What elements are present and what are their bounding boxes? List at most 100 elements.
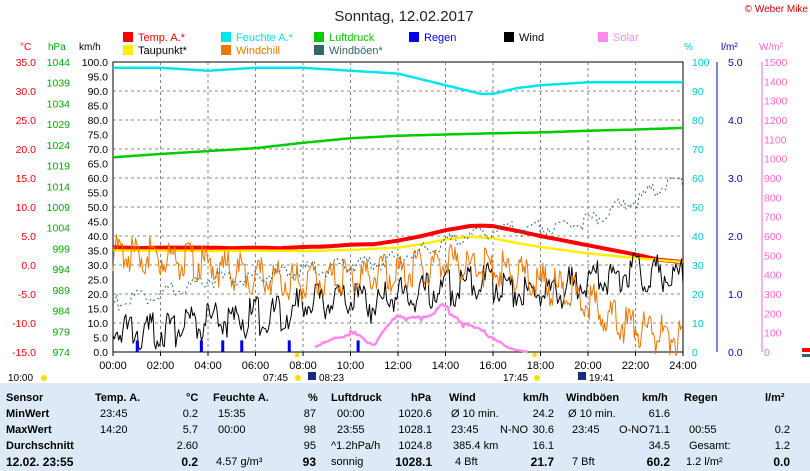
max-gust-val: 71.1 — [648, 424, 670, 436]
legend: Temp. A.* Feuchte A.* Luftdruck Regen Wind So… — [123, 32, 639, 57]
pct-axis-tick-6: 40 — [692, 231, 704, 243]
series-line-2 — [113, 66, 683, 96]
kmh-axis-tick-18: 10.0 — [88, 318, 109, 330]
unit-pct: % — [684, 42, 693, 53]
kmh-axis-tick-5: 75.0 — [88, 130, 109, 142]
unit-wm2: W/m² — [759, 42, 784, 53]
hpa-axis-tick-6: 1014 — [47, 181, 71, 193]
avg-gust-val: 34.5 — [648, 440, 670, 452]
pct-axis-tick-2: 80 — [692, 115, 704, 127]
cur-wind-bft: 4 Bft — [455, 456, 478, 468]
legend-swatch-3 — [409, 32, 419, 42]
pct-axis-tick-9: 10 — [692, 318, 704, 330]
unit-hpa: hPa — [48, 42, 66, 53]
max-hum-time: 00:00 — [218, 424, 246, 436]
moonset-time: 19:41 — [589, 373, 614, 383]
hdr-rain: Regen — [684, 392, 718, 404]
avg-press-val: 1024.8 — [398, 440, 432, 452]
cur-rain-total: 1.2 l/m² — [686, 456, 723, 468]
kmh-axis-tick-12: 40.0 — [88, 231, 109, 243]
hdr-temp-unit: °C — [186, 392, 199, 404]
x-tick-7: 14:00 — [432, 360, 460, 372]
max-wind-val: 30.6 — [532, 424, 554, 436]
min-press-time: 00:00 — [337, 408, 365, 420]
pct-axis-tick-0: 100 — [692, 57, 710, 69]
max-rain-val: 0.2 — [774, 424, 790, 436]
copyright: © Weber Mike — [745, 4, 809, 15]
row-max-label: MaxWert — [6, 424, 52, 436]
max-temp-time: 14:20 — [100, 424, 128, 436]
hdr-wind-unit: km/h — [523, 392, 549, 404]
solar-axis-tick-0: 1500 — [764, 57, 788, 69]
unit-lm2: l/m² — [721, 42, 738, 53]
rain-axis-tick-0: 5.0 — [728, 57, 743, 69]
sunrise-marker — [295, 353, 300, 357]
legend-swatch-1 — [221, 32, 231, 42]
x-tick-11: 22:00 — [622, 360, 650, 372]
kmh-axis-tick-15: 25.0 — [88, 275, 109, 287]
x-tick-1: 02:00 — [147, 360, 175, 372]
series-line-6 — [112, 176, 684, 311]
kmh-axis-tick-8: 60.0 — [88, 173, 109, 185]
series-line-3 — [112, 126, 684, 159]
weather-chart: Sonntag, 12.02.2017 © Weber Mike Temp. A… — [8, 4, 810, 383]
max-gust-dir: O-NO — [619, 424, 648, 436]
series-line-4 — [112, 252, 684, 351]
kmh-axis-tick-17: 15.0 — [88, 304, 109, 316]
solar-axis-tick-9: 600 — [764, 231, 782, 243]
unit-kmh: km/h — [79, 42, 101, 53]
rain-bar-0 — [135, 340, 139, 352]
cur-wind-val: 21.7 — [530, 455, 554, 469]
x-tick-10: 20:00 — [574, 360, 602, 372]
legend-swatch-0 — [123, 32, 133, 42]
kmh-axis-tick-11: 45.0 — [88, 217, 109, 229]
max-press-time: 23:55 — [337, 424, 365, 436]
chart-title: Sonntag, 12.02.2017 — [334, 8, 473, 25]
solar-axis-tick-15: 0 — [764, 347, 770, 359]
hdr-press: Luftdruck — [331, 392, 382, 404]
x-tick-12: 24:00 — [669, 360, 697, 372]
avg-press-trend: ^1.2hPa/h — [331, 440, 381, 452]
cur-hum-val: 93 — [302, 455, 316, 469]
max-rain-time: 00:55 — [689, 424, 717, 436]
x-tick-4: 08:00 — [289, 360, 317, 372]
pct-axis-tick-5: 50 — [692, 202, 704, 214]
kmh-axis-tick-20: 0.0 — [93, 347, 108, 359]
min-temp-time: 23:45 — [100, 408, 128, 420]
kmh-axis-tick-2: 90.0 — [88, 86, 109, 98]
hdr-gust: Windböen — [566, 392, 620, 404]
legend-swatch-4 — [504, 32, 514, 42]
legend-label-2: Luftdruck — [329, 32, 375, 44]
axes: 35.0 30.0 25.0 20.0 15.0 10.0 5.0 0.0 -5.0 -10.0 -… — [12, 57, 787, 359]
x-axis: 00:00 02:00 04:00 06:00 08:00 10:00 12:00 14:00… — [99, 352, 697, 372]
legend-label-3: Regen — [424, 32, 456, 44]
sunrise-icon — [295, 375, 301, 381]
pct-axis-tick-8: 20 — [692, 289, 704, 301]
max-gust-time: 23:45 — [572, 424, 600, 436]
hpa-axis-tick-14: 974 — [52, 347, 70, 359]
hdr-temp: Temp. A. — [95, 392, 141, 404]
x-tick-0: 00:00 — [99, 360, 127, 372]
rain-bar-4 — [287, 340, 291, 352]
sun-left-icon — [41, 375, 47, 381]
hdr-hum-unit: % — [308, 392, 318, 404]
legend-swatch-6 — [123, 45, 133, 55]
solar-axis-tick-6: 900 — [764, 173, 782, 185]
pct-axis-tick-10: 0 — [692, 347, 698, 359]
hpa-axis-tick-12: 984 — [52, 306, 70, 318]
max-press-val: 1028.1 — [398, 424, 432, 436]
temp-axis-tick-9: -10.0 — [12, 318, 36, 330]
rain-axis-tick-3: 2.0 — [728, 231, 743, 243]
min-gust-val: 61.6 — [648, 408, 670, 420]
solar-axis-tick-3: 1200 — [764, 115, 788, 127]
kmh-axis-tick-10: 50.0 — [88, 202, 109, 214]
min-press-val: 1020.6 — [398, 408, 432, 420]
solar-axis-tick-1: 1400 — [764, 76, 788, 88]
min-gust-time: Ø 10 min. — [568, 408, 616, 420]
rain-bar-5 — [356, 340, 360, 352]
kmh-axis-tick-1: 95.0 — [88, 72, 109, 84]
hpa-axis-tick-7: 1009 — [47, 202, 71, 214]
pct-axis-tick-1: 90 — [692, 86, 704, 98]
sunset-icon — [534, 375, 540, 381]
max-wind-time: 23:45 — [451, 424, 479, 436]
